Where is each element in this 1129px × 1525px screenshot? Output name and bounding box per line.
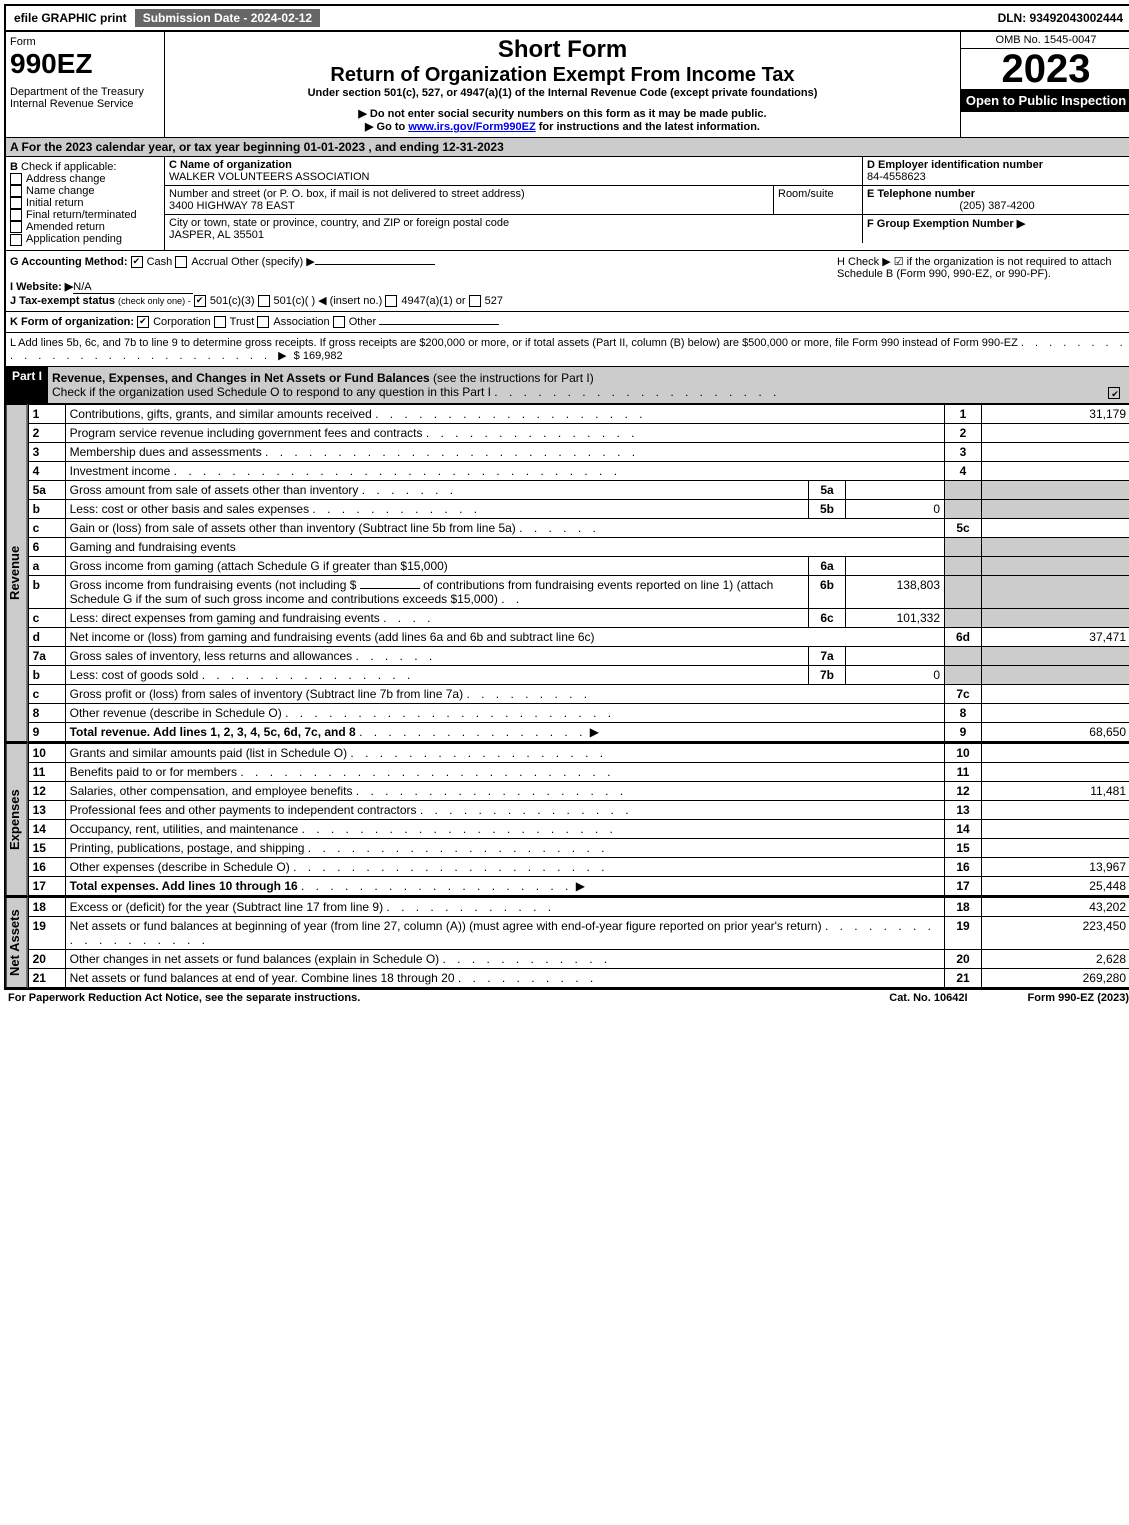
- website: N/A: [73, 281, 193, 294]
- checkbox-cash[interactable]: [131, 256, 143, 268]
- section-h: H Check ▶ ☑ if the organization is not r…: [837, 255, 1127, 307]
- website-label: I Website: ▶: [10, 281, 73, 293]
- dln: DLN: 93492043002444: [990, 9, 1129, 27]
- submission-date: Submission Date - 2024-02-12: [135, 9, 320, 27]
- accounting-label: G Accounting Method:: [10, 256, 128, 268]
- phone-label: E Telephone number: [867, 188, 975, 200]
- info-grid: B Check if applicable: Address change Na…: [6, 156, 1129, 250]
- org-name: WALKER VOLUNTEERS ASSOCIATION: [169, 171, 370, 183]
- line-1-value: 31,179: [982, 404, 1129, 423]
- inspection-badge: Open to Public Inspection: [961, 89, 1129, 112]
- addr-label: Number and street (or P. O. box, if mail…: [169, 188, 525, 200]
- checkbox-name-change[interactable]: [10, 185, 22, 197]
- checkbox-other-org[interactable]: [333, 316, 345, 328]
- checkbox-corp[interactable]: [137, 316, 149, 328]
- room-label: Room/suite: [778, 188, 834, 200]
- footer: For Paperwork Reduction Act Notice, see …: [4, 990, 1129, 1006]
- checkbox-initial-return[interactable]: [10, 197, 22, 209]
- addr: 3400 HIGHWAY 78 EAST: [169, 200, 295, 212]
- checkbox-501c[interactable]: [258, 295, 270, 307]
- checkbox-schedule-o[interactable]: [1108, 387, 1120, 399]
- expenses-label: Expenses: [6, 743, 28, 896]
- ein-label: D Employer identification number: [867, 159, 1043, 171]
- title-short-form: Short Form: [169, 36, 956, 64]
- checkbox-assoc[interactable]: [257, 316, 269, 328]
- section-a: A For the 2023 calendar year, or tax yea…: [6, 137, 1129, 156]
- line-12-value: 11,481: [982, 781, 1129, 800]
- top-bar: efile GRAPHIC print Submission Date - 20…: [4, 4, 1129, 32]
- line-16-value: 13,967: [982, 857, 1129, 876]
- org-name-label: C Name of organization: [169, 159, 292, 171]
- checkbox-trust[interactable]: [214, 316, 226, 328]
- title-return: Return of Organization Exempt From Incom…: [169, 64, 956, 87]
- line-9-value: 68,650: [982, 722, 1129, 741]
- line-20-value: 2,628: [982, 949, 1129, 968]
- tax-year: 2023: [961, 49, 1129, 89]
- form-word: Form: [10, 36, 160, 48]
- footer-right: Form 990-EZ (2023): [1028, 992, 1129, 1004]
- netassets-label: Net Assets: [6, 897, 28, 988]
- revenue-label: Revenue: [6, 404, 28, 742]
- checkbox-pending[interactable]: [10, 234, 22, 246]
- line-19-value: 223,450: [982, 916, 1129, 949]
- group-exempt-label: F Group Exemption Number ▶: [867, 218, 1025, 230]
- checkbox-501c3[interactable]: [194, 295, 206, 307]
- irs-link[interactable]: www.irs.gov/Form990EZ: [408, 121, 535, 133]
- line-6b-value: 138,803: [846, 575, 945, 608]
- subtitle: Under section 501(c), 527, or 4947(a)(1)…: [169, 87, 956, 99]
- checkbox-final-return[interactable]: [10, 209, 22, 221]
- form-header: Form 990EZ Department of the Treasury In…: [6, 32, 1129, 137]
- line-17-value: 25,448: [982, 876, 1129, 895]
- other-specify[interactable]: [315, 264, 435, 265]
- city: JASPER, AL 35501: [169, 229, 264, 241]
- note-ssn: ▶ Do not enter social security numbers o…: [169, 107, 956, 120]
- phone: (205) 387-4200: [867, 200, 1127, 212]
- tax-exempt-label: J Tax-exempt status: [10, 295, 115, 307]
- gross-receipts: $ 169,982: [294, 350, 343, 362]
- note-goto: ▶ Go to www.irs.gov/Form990EZ for instru…: [169, 120, 956, 133]
- part-i-header: Part I Revenue, Expenses, and Changes in…: [6, 366, 1129, 403]
- line-6d-value: 37,471: [982, 627, 1129, 646]
- department: Department of the Treasury Internal Reve…: [10, 86, 160, 110]
- checkbox-527[interactable]: [469, 295, 481, 307]
- footer-mid: Cat. No. 10642I: [889, 992, 967, 1004]
- checkbox-accrual[interactable]: [175, 256, 187, 268]
- checkbox-amended[interactable]: [10, 221, 22, 233]
- expenses-table: 10Grants and similar amounts paid (list …: [28, 743, 1129, 896]
- form-number: 990EZ: [10, 48, 160, 80]
- revenue-table: 1Contributions, gifts, grants, and simil…: [28, 404, 1129, 742]
- line-6c-value: 101,332: [846, 608, 945, 627]
- section-l: L Add lines 5b, 6c, and 7b to line 9 to …: [6, 332, 1129, 366]
- checkbox-4947[interactable]: [385, 295, 397, 307]
- ein: 84-4558623: [867, 171, 926, 183]
- footer-left: For Paperwork Reduction Act Notice, see …: [8, 992, 360, 1004]
- section-k: K Form of organization: Corporation Trus…: [6, 311, 1129, 332]
- efile-label: efile GRAPHIC print: [6, 9, 135, 27]
- checkbox-address-change[interactable]: [10, 173, 22, 185]
- line-18-value: 43,202: [982, 897, 1129, 916]
- netassets-table: 18Excess or (deficit) for the year (Subt…: [28, 897, 1129, 988]
- line-21-value: 269,280: [982, 968, 1129, 987]
- city-label: City or town, state or province, country…: [169, 217, 509, 229]
